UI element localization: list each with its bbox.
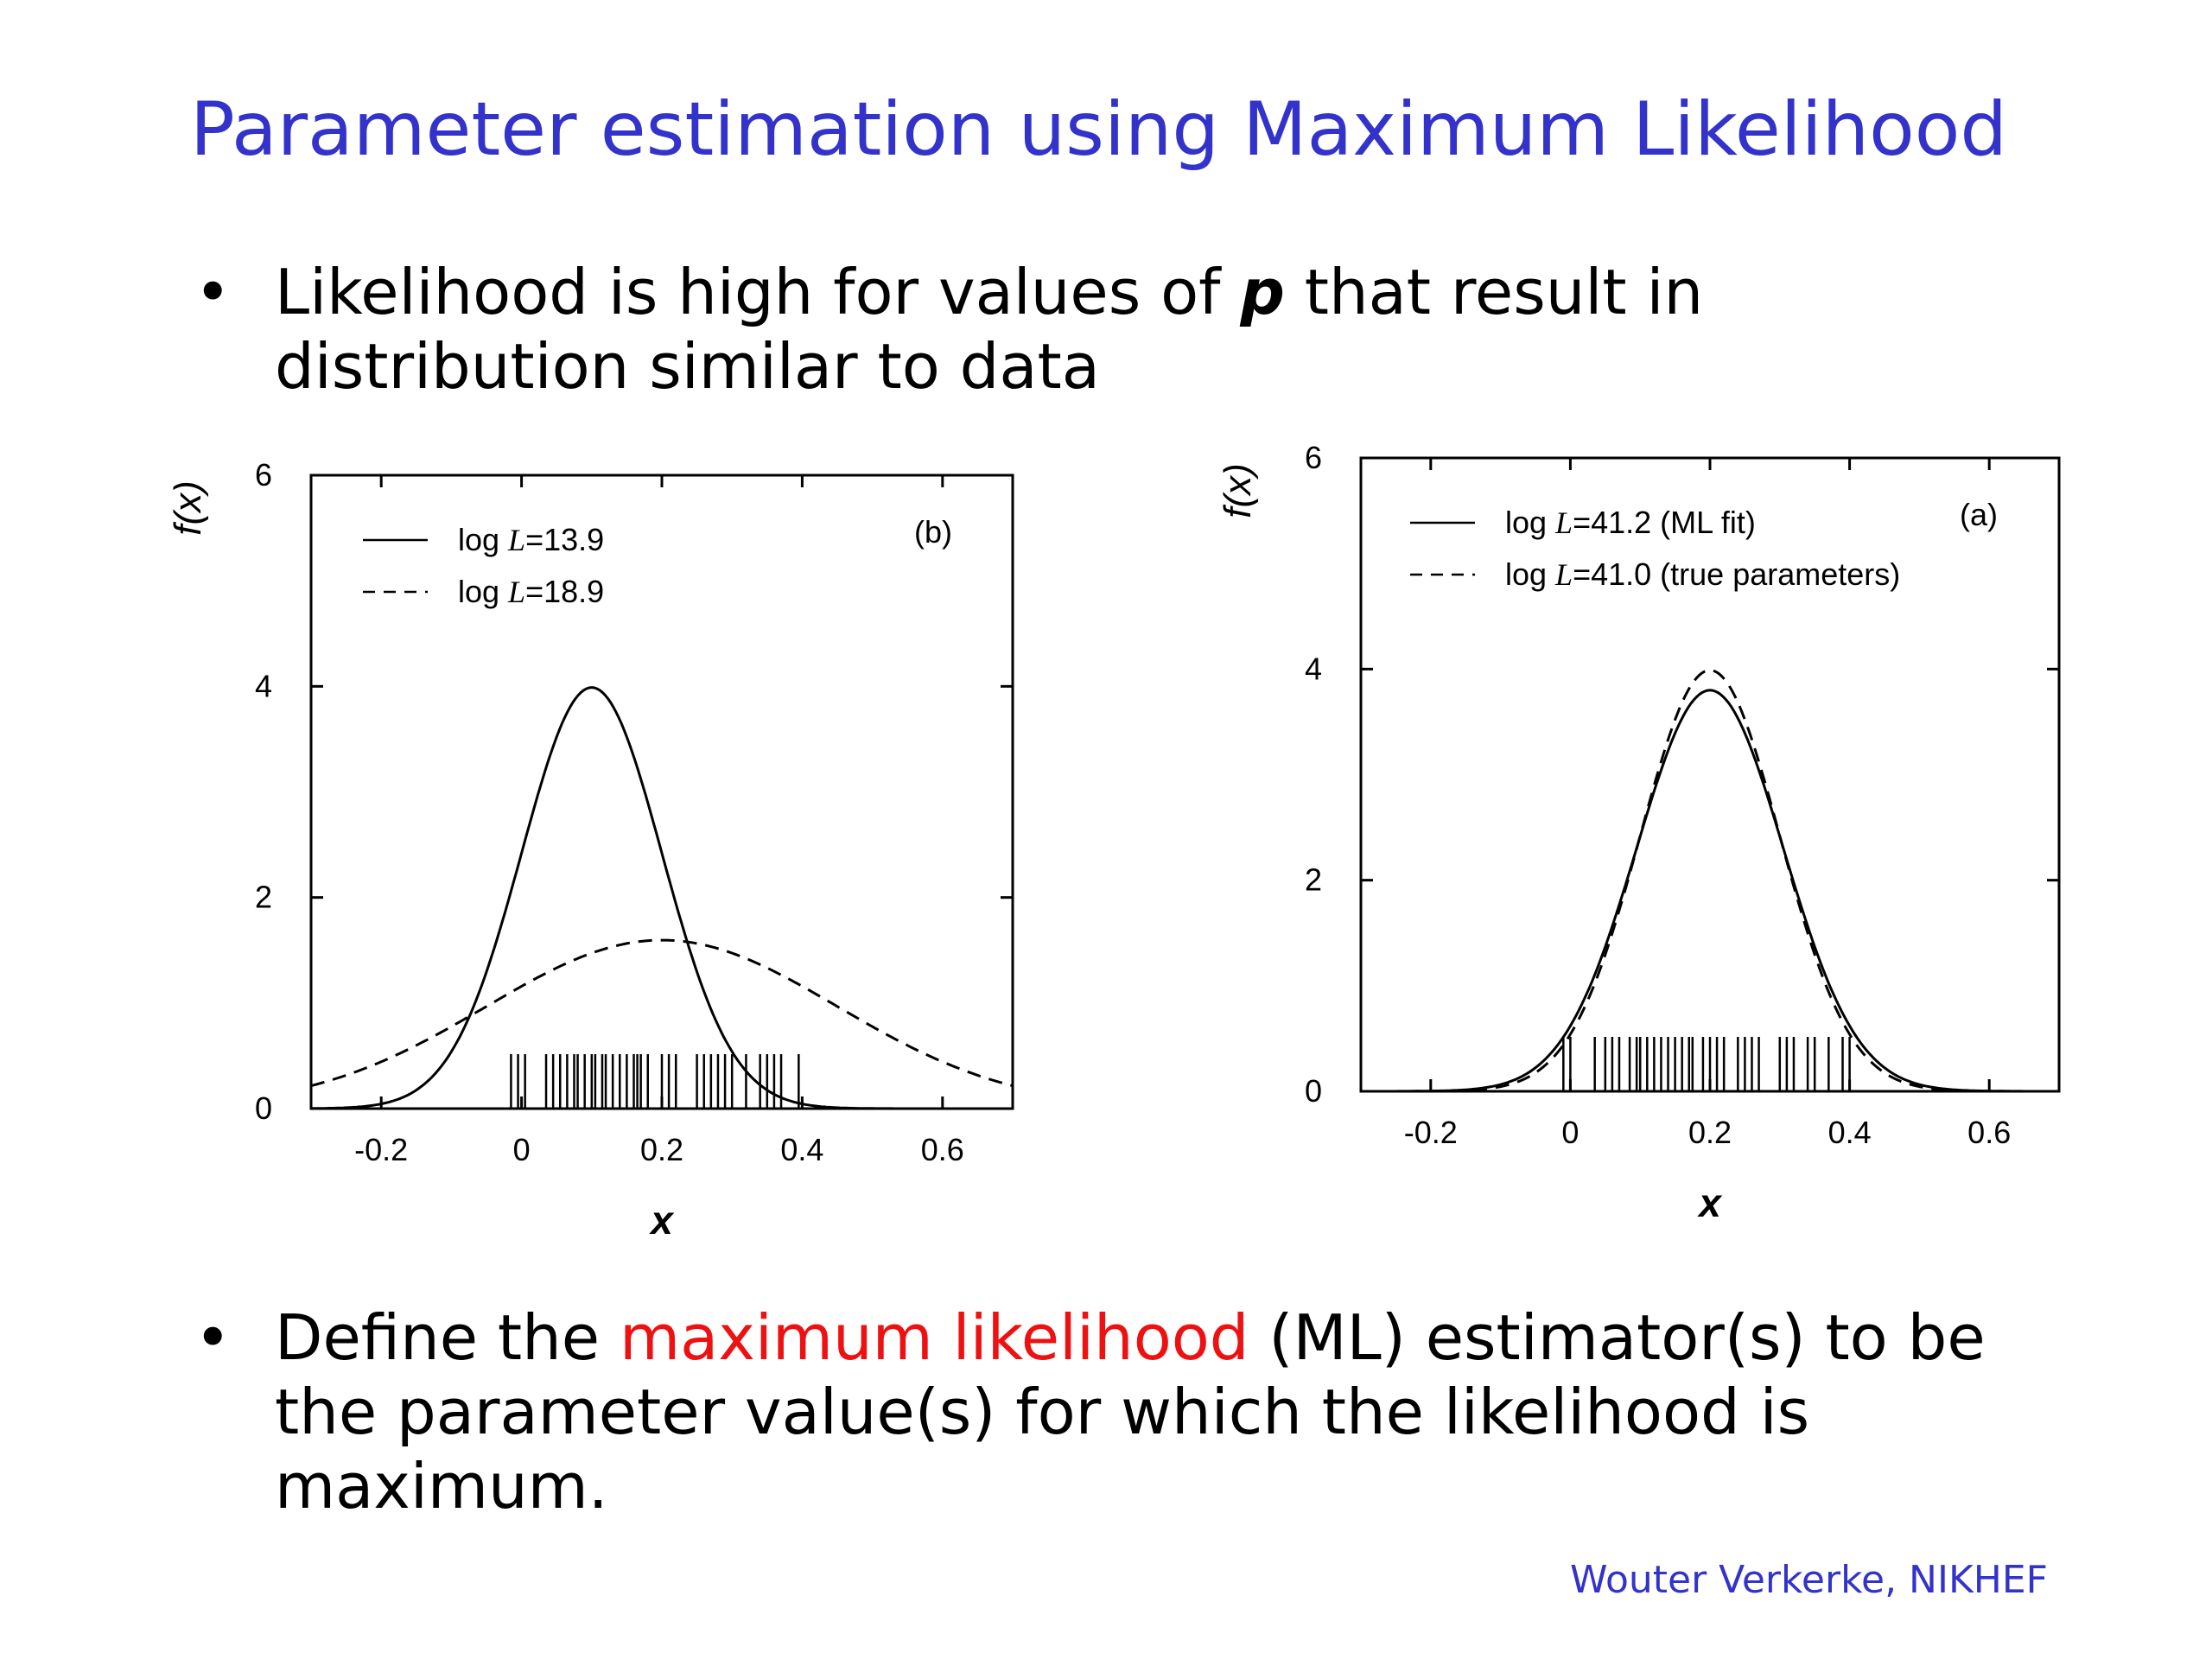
series-line-1 bbox=[1361, 689, 2059, 1093]
bullet-2-line-3: maximum. bbox=[275, 1450, 608, 1522]
x-tick-label: 0 bbox=[1561, 1115, 1579, 1150]
bullet-2-post: (ML) estimator(s) to be bbox=[1249, 1301, 1986, 1374]
x-tick-label: 0.2 bbox=[640, 1132, 683, 1167]
y-tick-label: 0 bbox=[255, 1090, 272, 1126]
footer-credit: Wouter Verkerke, NIKHEF bbox=[1570, 1558, 2048, 1602]
legend-label-2: log L=18.9 bbox=[458, 574, 604, 609]
series-line-2 bbox=[1361, 669, 2059, 1093]
bullet-glyph-1: • bbox=[194, 256, 232, 328]
x-tick-label: 0 bbox=[513, 1132, 531, 1167]
y-tick-label: 4 bbox=[255, 668, 272, 703]
panel-label: (a) bbox=[1960, 497, 1998, 532]
bullet-1: Likelihood is high for values of p that … bbox=[275, 255, 1703, 404]
x-tick-label: 0.4 bbox=[780, 1132, 823, 1167]
x-tick-label: -0.2 bbox=[1404, 1115, 1458, 1150]
plot-frame bbox=[1359, 456, 2061, 1093]
chart-panel-1: -0.2 0 0.2 0.4 0.6 0 2 4 6 x f(x) log L=13.9 log L=1… bbox=[167, 457, 1014, 1243]
bullet-1-pre: Likelihood is high for values of bbox=[275, 256, 1241, 328]
bullet-2-line-1: Define the maximum likelihood (ML) estim… bbox=[275, 1300, 1986, 1375]
bullet-1-post: that result in bbox=[1284, 256, 1704, 328]
y-tick-label: 6 bbox=[255, 457, 272, 493]
bullet-1-line-1: Likelihood is high for values of p that … bbox=[275, 255, 1703, 329]
y-axis-label: f(x) bbox=[167, 480, 209, 536]
series-line-1 bbox=[311, 686, 1013, 1110]
slide-title: Parameter estimation using Maximum Likel… bbox=[190, 86, 2007, 173]
legend-label-2: log L=41.0 (true parameters) bbox=[1505, 556, 1900, 592]
y-tick-label: 2 bbox=[1305, 862, 1322, 898]
x-tick-label: -0.2 bbox=[354, 1132, 408, 1167]
bullet-2-highlight: maximum likelihood bbox=[619, 1301, 1249, 1374]
y-tick-label: 4 bbox=[1305, 651, 1322, 686]
legend-label-1: log L=41.2 (ML fit) bbox=[1505, 505, 1756, 540]
x-axis-label: x bbox=[1696, 1180, 1723, 1225]
bullet-1-emph: p bbox=[1240, 256, 1285, 328]
bullet-1-line-2: distribution similar to data bbox=[275, 330, 1100, 403]
y-axis-label: f(x) bbox=[1217, 463, 1259, 518]
x-axis-label: x bbox=[648, 1198, 675, 1243]
x-tick-label: 0.2 bbox=[1688, 1115, 1732, 1150]
chart-panel-2: -0.2 0 0.2 0.4 0.6 0 2 4 6 x f(x) log L=41.2 (ML fi… bbox=[1217, 440, 2061, 1225]
x-tick-label: 0.4 bbox=[1828, 1115, 1872, 1150]
y-tick-label: 6 bbox=[1305, 440, 1322, 475]
bullet-2-line-2: the parameter value(s) for which the lik… bbox=[275, 1376, 1810, 1448]
series-line-2 bbox=[310, 938, 1014, 1088]
y-tick-label: 2 bbox=[255, 880, 272, 915]
legend-label-1: log L=13.9 bbox=[458, 522, 604, 557]
bullet-glyph-2: • bbox=[194, 1301, 232, 1374]
plot-frame bbox=[309, 474, 1014, 1110]
bullet-2: Define the maximum likelihood (ML) estim… bbox=[275, 1300, 1986, 1523]
x-tick-label: 0.6 bbox=[1967, 1115, 2011, 1150]
x-tick-label: 0.6 bbox=[921, 1132, 964, 1167]
panel-label: (b) bbox=[914, 514, 952, 550]
y-tick-label: 0 bbox=[1305, 1073, 1322, 1109]
bullet-2-pre: Define the bbox=[275, 1301, 620, 1374]
